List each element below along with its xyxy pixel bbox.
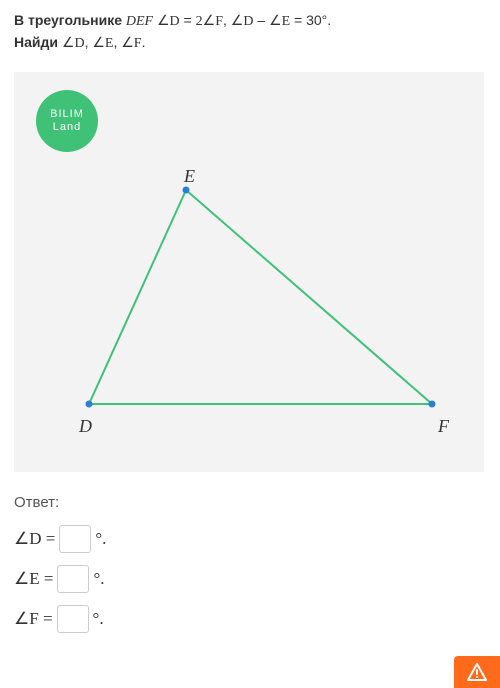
answer-angle-label: ∠D = xyxy=(14,529,55,549)
rel2-mid: ∠E xyxy=(269,14,290,29)
answer-section: Ответ: ∠D = °.∠E = °.∠F = °. xyxy=(0,480,500,633)
degree-suffix: °. xyxy=(93,569,104,589)
triangle-diagram xyxy=(14,72,484,472)
answer-angle-label: ∠F = xyxy=(14,609,53,629)
answer-input[interactable] xyxy=(59,525,91,553)
degree-suffix: °. xyxy=(95,529,106,549)
problem-line2-prefix: Найди xyxy=(14,34,62,50)
vertex-label-F: F xyxy=(438,416,449,437)
answer-row: ∠F = °. xyxy=(14,605,486,633)
answer-row: ∠D = °. xyxy=(14,525,486,553)
find-a2: ∠E xyxy=(92,36,113,51)
triangle-name: DEF xyxy=(126,14,153,29)
find-a1: ∠D xyxy=(62,36,85,51)
vertex-label-E: E xyxy=(184,166,195,187)
rel2-val: 30° xyxy=(306,12,327,28)
answer-input[interactable] xyxy=(57,565,89,593)
diagram-area: BILIM Land DEF xyxy=(14,72,484,472)
answer-row: ∠E = °. xyxy=(14,565,486,593)
find-a3: ∠F xyxy=(121,36,141,51)
rel2-left: ∠D xyxy=(231,14,254,29)
alert-button[interactable] xyxy=(454,656,500,688)
warning-icon xyxy=(466,662,488,682)
problem-line1-prefix: В треугольнике xyxy=(14,12,126,28)
rel1-right: 2∠F xyxy=(196,14,223,29)
answer-title: Ответ: xyxy=(14,494,486,511)
rel1-left: ∠D xyxy=(157,14,180,29)
problem-statement: В треугольнике DEF ∠D = 2∠F, ∠D – ∠E = 3… xyxy=(0,0,500,64)
vertex-label-D: D xyxy=(79,416,92,437)
degree-suffix: °. xyxy=(93,609,104,629)
answer-input[interactable] xyxy=(57,605,89,633)
answer-angle-label: ∠E = xyxy=(14,569,53,589)
